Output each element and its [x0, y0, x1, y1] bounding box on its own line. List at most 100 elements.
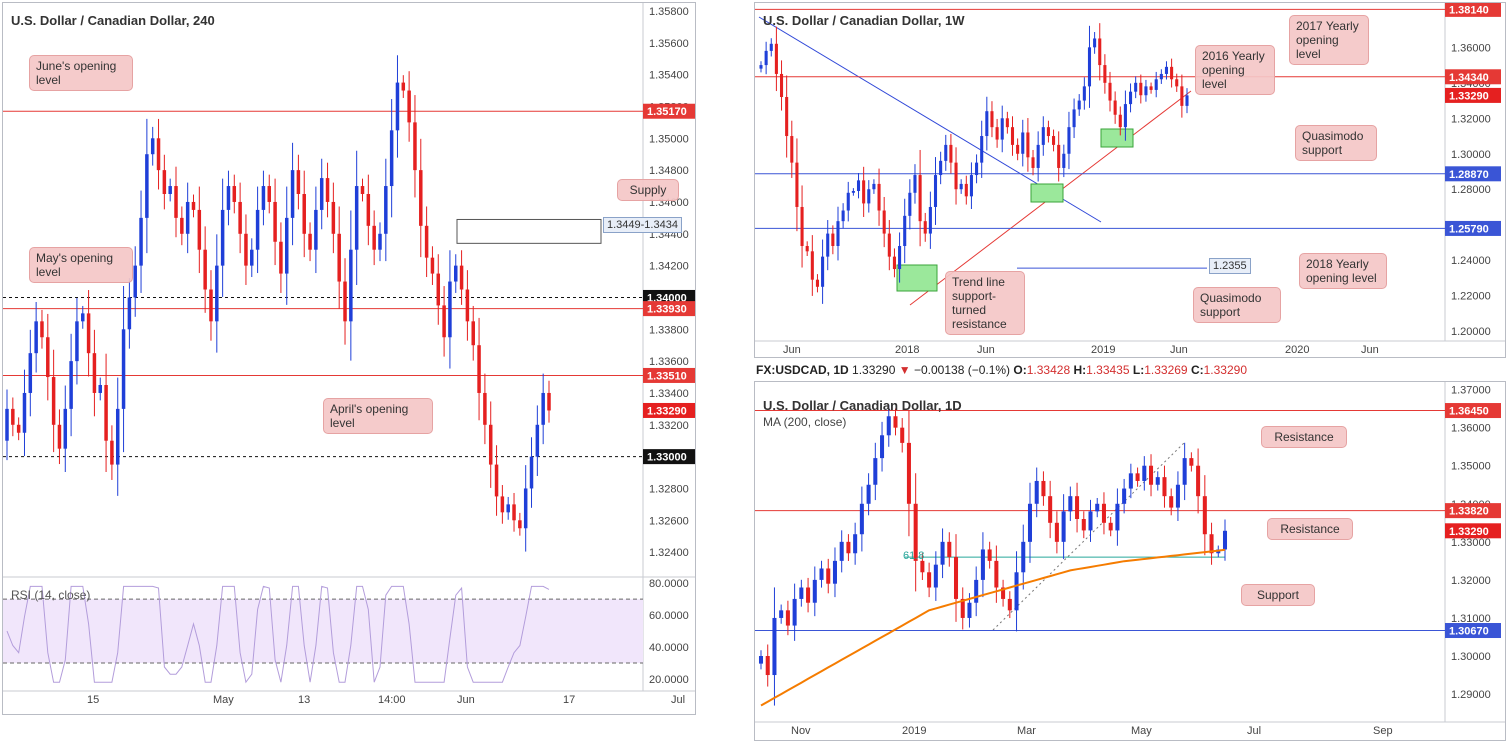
candle-body: [133, 265, 137, 298]
candle-body: [944, 144, 948, 161]
candle-body: [547, 392, 551, 411]
level-price-tag: [643, 449, 695, 465]
candle-body: [893, 416, 898, 428]
candle-body: [933, 175, 938, 207]
candle-body: [799, 587, 804, 599]
candle-body: [880, 435, 885, 459]
candle-body: [954, 162, 958, 190]
w1-chart-panel[interactable]: 1.360001.340001.320001.300001.280001.260…: [754, 2, 1506, 358]
candle-body: [1115, 503, 1120, 531]
candle-body: [1164, 66, 1169, 74]
candle-body: [471, 321, 475, 346]
d1-open: 1.33428: [1026, 363, 1071, 377]
candle-body: [1185, 95, 1189, 106]
candle-body: [1149, 465, 1154, 485]
candle-body: [805, 245, 809, 252]
candle-body: [1154, 79, 1158, 90]
candle-body: [953, 557, 959, 599]
d1-chart-panel[interactable]: 1.370001.360001.350001.340001.330001.320…: [754, 381, 1506, 741]
candle-body: [378, 233, 382, 250]
rsi-tick-label: 40.0000: [649, 642, 689, 654]
price-tick-label: 1.33600: [649, 356, 689, 368]
h4-chart-panel[interactable]: 1.358001.356001.354001.352001.350001.348…: [2, 2, 696, 715]
time-tick-label: 14:00: [378, 694, 406, 706]
level-price-label: 1.35170: [647, 106, 687, 118]
time-tick-label: Jul: [1247, 725, 1261, 737]
candle-body: [947, 541, 952, 558]
candle-body: [1057, 144, 1061, 168]
candle-body: [882, 210, 886, 234]
candle-body: [841, 210, 845, 222]
level-price-tag: [643, 301, 695, 317]
candle-body: [220, 209, 225, 266]
candle-body: [759, 65, 763, 69]
green-zone-1: [896, 264, 938, 292]
candle-body: [906, 442, 911, 504]
candle-body: [512, 504, 516, 521]
candle-body: [290, 170, 295, 218]
candle-body: [104, 385, 108, 441]
candle-body: [1095, 503, 1100, 512]
price-tick-label: 1.30000: [1451, 651, 1491, 663]
candle-body: [1202, 496, 1207, 535]
candle-body: [1175, 79, 1179, 87]
level-price-tag: [643, 367, 695, 383]
candle-body: [459, 265, 464, 290]
candle-body: [413, 122, 417, 171]
time-tick-label: Sep: [1373, 725, 1393, 737]
green-zone-2: [1030, 183, 1064, 203]
yearly-2016-note: 2016 Yearly opening level: [1195, 45, 1275, 95]
candle-body: [75, 321, 79, 362]
candle-body: [267, 186, 272, 202]
d1-chart-canvas[interactable]: 1.370001.360001.350001.340001.330001.320…: [755, 382, 1506, 741]
candle-body: [980, 549, 985, 580]
d1-title: U.S. Dollar / Canadian Dollar, 1D: [763, 398, 962, 413]
w1-chart-canvas[interactable]: 1.360001.340001.320001.300001.280001.260…: [755, 3, 1506, 358]
candle-body: [1062, 153, 1066, 168]
green-zone-3: [1100, 128, 1134, 148]
candle-body: [1046, 127, 1050, 137]
price-tick-label: 1.34200: [649, 261, 689, 273]
candle-body: [872, 183, 876, 190]
candle-body: [436, 273, 441, 306]
h4-chart-canvas[interactable]: 1.358001.356001.354001.352001.350001.348…: [3, 3, 696, 715]
time-tick-label: Jul: [671, 694, 685, 706]
d1-o-label: O:: [1013, 363, 1027, 377]
candle-body: [302, 194, 306, 234]
candle-body: [1122, 488, 1127, 504]
level-price-label: 1.28870: [1449, 169, 1489, 181]
time-tick-label: May: [213, 694, 234, 706]
level-price-tag: [1445, 220, 1501, 236]
candle-body: [918, 175, 922, 222]
ma-200-line: [760, 548, 1226, 707]
candle-body: [785, 610, 790, 626]
price-tick-label: 1.30000: [1451, 149, 1491, 161]
candle-body: [758, 656, 764, 664]
candle-body: [831, 233, 835, 246]
candle-body: [28, 353, 33, 393]
candle-body: [343, 281, 347, 322]
d1-change: −0.00138 (−0.1%): [913, 363, 1011, 377]
candle-body: [960, 598, 965, 618]
h4-title: U.S. Dollar / Canadian Dollar, 240: [11, 13, 215, 28]
candle-body: [1128, 473, 1133, 489]
candle-body: [1093, 38, 1097, 48]
candle-body: [765, 656, 770, 676]
supply-note: Supply: [617, 179, 679, 201]
candle-body: [967, 602, 972, 618]
price-tick-label: 1.35600: [649, 38, 689, 50]
price-tick-label: 1.28000: [1451, 184, 1491, 196]
candle-body: [454, 265, 458, 282]
candle-body: [11, 408, 15, 425]
candle-body: [994, 560, 999, 588]
candle-body: [1113, 100, 1117, 115]
candle-body: [506, 504, 510, 513]
candle-body: [800, 206, 804, 246]
candle-body: [1021, 132, 1025, 154]
time-tick-label: Mar: [1017, 725, 1036, 737]
candle-body: [366, 194, 371, 226]
level-price-label: 1.36450: [1449, 406, 1489, 418]
candle-body: [63, 408, 68, 449]
candle-body: [1101, 503, 1106, 523]
candle-body: [810, 251, 814, 280]
